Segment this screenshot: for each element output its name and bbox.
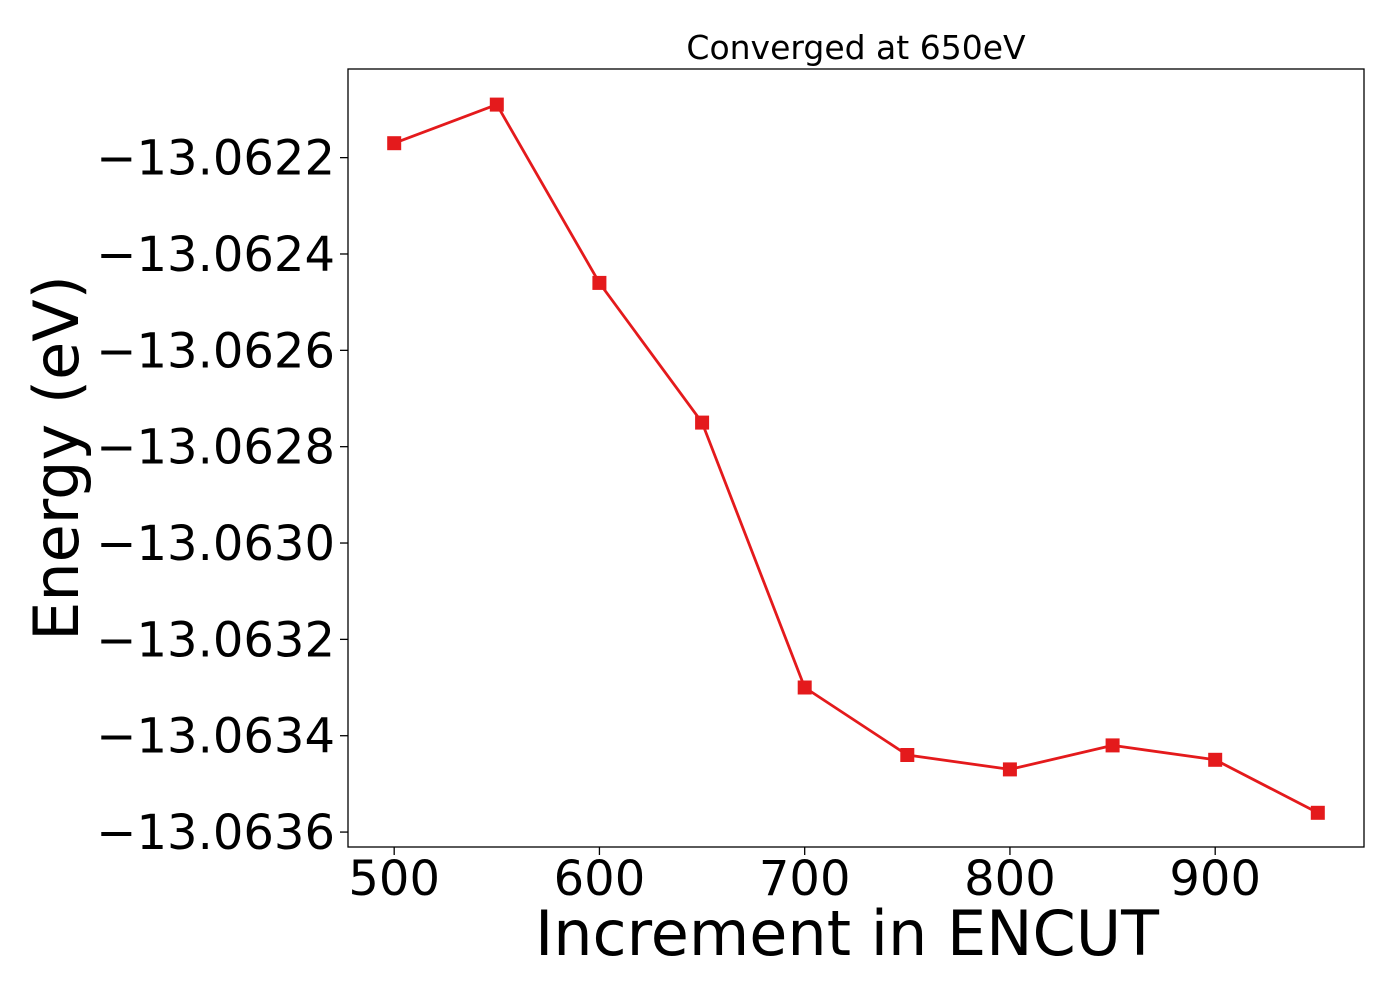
y-axis-ticks: −13.0622 −13.0624 −13.0626 −13.0628 −13.0630…	[96, 131, 348, 861]
y-tick-label: −13.0626	[96, 323, 335, 379]
y-tick-label: −13.0636	[96, 805, 335, 861]
x-tick-label: 500	[348, 851, 440, 907]
y-tick-label: −13.0630	[96, 516, 335, 572]
data-point-marker	[387, 136, 402, 151]
series-line	[393, 103, 1319, 815]
chart-title: Converged at 650eV	[686, 28, 1026, 67]
data-point-marker	[489, 97, 504, 112]
x-axis-label: Increment in ENCUT	[535, 897, 1160, 970]
data-point-marker	[900, 748, 915, 762]
y-tick-label: −13.0622	[96, 131, 335, 187]
x-tick-label: 800	[964, 851, 1056, 907]
plot-frame	[347, 68, 1365, 848]
y-tick-label: −13.0628	[96, 420, 335, 476]
data-point-marker	[1310, 805, 1325, 820]
plot-area	[387, 97, 1325, 820]
y-axis-label: Energy (eV)	[20, 275, 93, 641]
x-tick-label: 900	[1169, 851, 1261, 907]
data-point-marker	[797, 680, 812, 695]
x-tick-label: 700	[759, 851, 851, 907]
x-axis-ticks: 500 600 700 800 900	[348, 847, 1261, 907]
data-point-marker	[695, 415, 710, 430]
x-tick-label: 600	[554, 851, 646, 907]
y-tick-label: −13.0624	[96, 227, 335, 283]
y-tick-label: −13.0632	[96, 612, 335, 668]
data-point-marker	[1208, 752, 1223, 767]
data-point-marker	[1105, 738, 1120, 753]
y-tick-label: −13.0634	[96, 709, 335, 765]
data-point-marker	[592, 275, 607, 290]
data-point-marker	[1002, 762, 1017, 777]
